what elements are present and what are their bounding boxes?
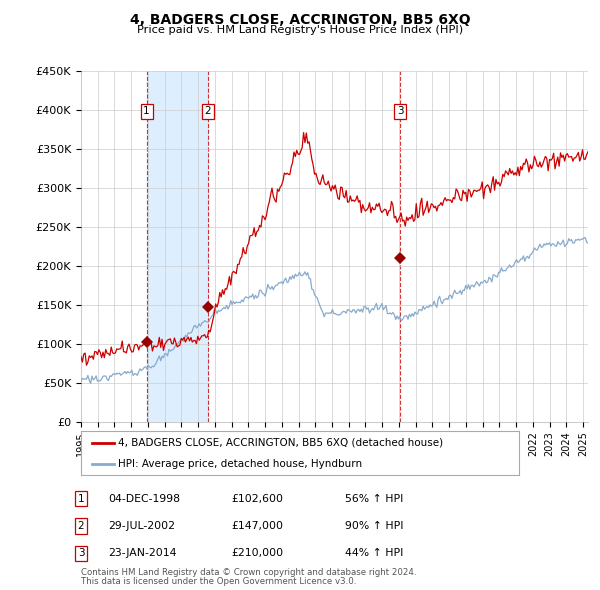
Text: 2: 2 — [205, 106, 211, 116]
Text: 1: 1 — [77, 494, 85, 503]
Text: 29-JUL-2002: 29-JUL-2002 — [108, 522, 175, 531]
Text: 1: 1 — [143, 106, 150, 116]
Text: 3: 3 — [397, 106, 403, 116]
Text: 2: 2 — [77, 522, 85, 531]
Text: 44% ↑ HPI: 44% ↑ HPI — [345, 549, 403, 558]
Text: £102,600: £102,600 — [231, 494, 283, 503]
Text: 04-DEC-1998: 04-DEC-1998 — [108, 494, 180, 503]
Text: Price paid vs. HM Land Registry's House Price Index (HPI): Price paid vs. HM Land Registry's House … — [137, 25, 463, 35]
Text: 56% ↑ HPI: 56% ↑ HPI — [345, 494, 403, 503]
Bar — [146, 71, 208, 422]
Text: HPI: Average price, detached house, Hyndburn: HPI: Average price, detached house, Hynd… — [118, 459, 362, 469]
Text: 90% ↑ HPI: 90% ↑ HPI — [345, 522, 404, 531]
Text: 3: 3 — [77, 549, 85, 558]
Text: 4, BADGERS CLOSE, ACCRINGTON, BB5 6XQ (detached house): 4, BADGERS CLOSE, ACCRINGTON, BB5 6XQ (d… — [118, 438, 443, 448]
Text: £210,000: £210,000 — [231, 549, 283, 558]
Text: £147,000: £147,000 — [231, 522, 283, 531]
Text: This data is licensed under the Open Government Licence v3.0.: This data is licensed under the Open Gov… — [81, 578, 356, 586]
Text: 4, BADGERS CLOSE, ACCRINGTON, BB5 6XQ: 4, BADGERS CLOSE, ACCRINGTON, BB5 6XQ — [130, 13, 470, 27]
Text: Contains HM Land Registry data © Crown copyright and database right 2024.: Contains HM Land Registry data © Crown c… — [81, 568, 416, 577]
Text: 23-JAN-2014: 23-JAN-2014 — [108, 549, 176, 558]
